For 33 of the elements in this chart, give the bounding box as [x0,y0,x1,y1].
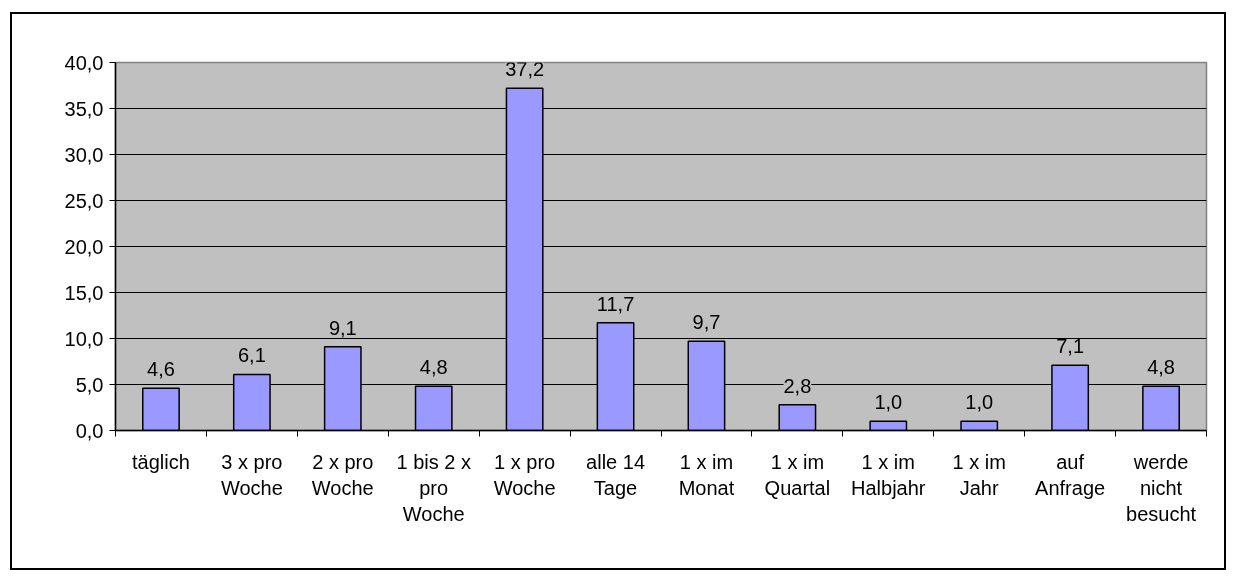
y-tick-label: 30,0 [64,143,104,166]
data-label: 1,0 [874,391,903,414]
y-tick-label: 20,0 [64,235,104,258]
data-label: 9,7 [692,311,721,334]
data-label: 6,1 [237,344,266,367]
y-tick-label: 0,0 [75,419,104,442]
x-tick-label: 3 x pro Woche [220,450,283,499]
data-label: 9,1 [328,316,357,339]
data-label: 7,1 [1056,335,1085,358]
x-tick-label: alle 14 Tage [586,450,646,499]
x-tick-label: täglich [132,450,190,473]
x-tick-label: 1 bis 2 x pro Woche [396,450,471,526]
x-tick-label: auf Anfrage [1035,450,1106,499]
x-tick-label: 1 x im Jahr [952,450,1006,499]
y-tick-label: 10,0 [64,327,104,350]
data-label: 11,7 [596,292,635,315]
data-label: 37,2 [505,58,545,81]
data-label: 1,0 [965,391,994,414]
y-tick-label: 40,0 [64,51,104,74]
x-tick-label: 2 x pro Woche [311,450,374,499]
x-tick-label: 1 x im Quartal [764,450,831,499]
x-tick-label: 1 x im Monat [678,450,735,499]
data-label: 4,8 [419,356,448,379]
x-tick-label: 1 x im Halbjahr [851,450,926,499]
y-tick-label: 15,0 [64,281,104,304]
data-label: 4,6 [147,358,175,381]
data-label: 2,8 [783,374,812,397]
y-tick-label: 35,0 [64,97,104,120]
x-tick-label: 1 x pro Woche [493,450,556,499]
x-tick-label: werde nicht besucht [1126,450,1197,526]
y-tick-label: 5,0 [75,373,104,396]
data-label: 4,8 [1147,356,1175,379]
y-tick-label: 25,0 [64,189,104,212]
